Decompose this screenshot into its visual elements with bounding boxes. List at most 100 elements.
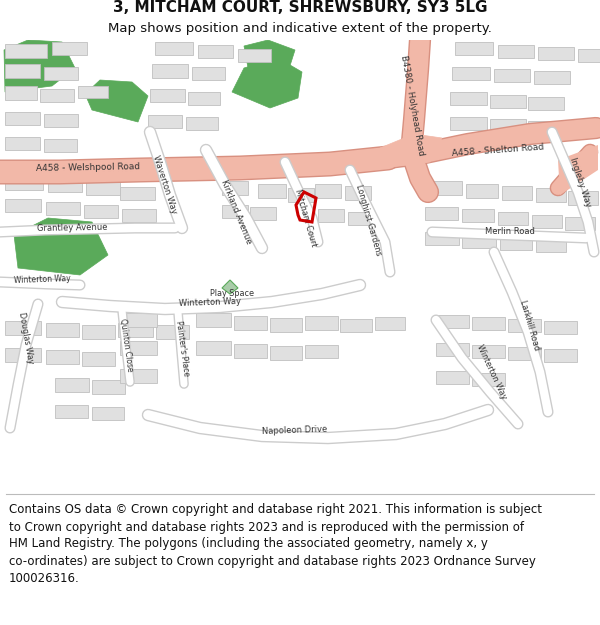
Polygon shape — [44, 139, 77, 152]
Polygon shape — [5, 199, 41, 212]
Text: Contains OS data © Crown copyright and database right 2021. This information is : Contains OS data © Crown copyright and d… — [9, 504, 542, 584]
Polygon shape — [315, 184, 341, 198]
Polygon shape — [508, 319, 541, 332]
Text: Quinton Close: Quinton Close — [118, 318, 134, 372]
Polygon shape — [472, 317, 505, 330]
Text: Painter's Place: Painter's Place — [173, 319, 190, 376]
Polygon shape — [234, 344, 267, 358]
Polygon shape — [375, 317, 405, 330]
Polygon shape — [436, 315, 469, 328]
Polygon shape — [240, 156, 268, 172]
Polygon shape — [5, 86, 37, 100]
Text: Winterton Way: Winterton Way — [475, 343, 509, 401]
Polygon shape — [502, 186, 532, 200]
Polygon shape — [222, 181, 248, 195]
Polygon shape — [498, 212, 528, 225]
Polygon shape — [14, 218, 108, 275]
Polygon shape — [92, 380, 125, 394]
Polygon shape — [436, 371, 469, 384]
Polygon shape — [565, 217, 595, 230]
Text: Winterton Way: Winterton Way — [179, 296, 241, 308]
Text: Waverton Way: Waverton Way — [151, 154, 179, 216]
Text: 3, MITCHAM COURT, SHREWSBURY, SY3 5LG: 3, MITCHAM COURT, SHREWSBURY, SY3 5LG — [113, 1, 487, 16]
Polygon shape — [452, 67, 490, 80]
Polygon shape — [490, 119, 526, 132]
Polygon shape — [222, 205, 248, 218]
Polygon shape — [380, 134, 442, 168]
Text: Mitcham Court: Mitcham Court — [293, 188, 319, 248]
Polygon shape — [44, 114, 78, 127]
Text: Play Space: Play Space — [210, 289, 254, 299]
Polygon shape — [544, 321, 577, 334]
Polygon shape — [288, 188, 314, 202]
Polygon shape — [5, 112, 40, 125]
Polygon shape — [192, 67, 225, 80]
Polygon shape — [5, 44, 47, 58]
Polygon shape — [148, 115, 182, 128]
Polygon shape — [196, 313, 231, 327]
Polygon shape — [44, 67, 78, 80]
Polygon shape — [5, 321, 41, 335]
Text: Ingleby Way: Ingleby Way — [568, 156, 592, 208]
Polygon shape — [120, 313, 157, 327]
Polygon shape — [5, 137, 40, 150]
Polygon shape — [472, 373, 505, 386]
Text: B4380 - Holyhead Road: B4380 - Holyhead Road — [399, 54, 425, 156]
Polygon shape — [466, 184, 498, 198]
Polygon shape — [305, 345, 338, 358]
Polygon shape — [85, 80, 148, 122]
Polygon shape — [544, 349, 577, 362]
Polygon shape — [528, 121, 563, 134]
Polygon shape — [528, 97, 564, 110]
Polygon shape — [348, 212, 374, 225]
Polygon shape — [196, 341, 231, 355]
Polygon shape — [305, 316, 338, 330]
Polygon shape — [118, 323, 153, 337]
Polygon shape — [156, 325, 189, 339]
Polygon shape — [82, 325, 115, 339]
Polygon shape — [578, 49, 600, 62]
Polygon shape — [186, 117, 218, 130]
Polygon shape — [46, 323, 79, 337]
Polygon shape — [78, 86, 108, 98]
Polygon shape — [55, 405, 88, 418]
Polygon shape — [270, 318, 302, 332]
Polygon shape — [258, 184, 286, 198]
Polygon shape — [272, 159, 298, 175]
Polygon shape — [55, 378, 89, 392]
Polygon shape — [270, 346, 302, 360]
Polygon shape — [318, 209, 344, 222]
Polygon shape — [345, 186, 371, 200]
Polygon shape — [86, 182, 120, 195]
Polygon shape — [490, 95, 526, 108]
Text: Longhirst Gardens: Longhirst Gardens — [353, 183, 382, 257]
Polygon shape — [52, 42, 87, 55]
Polygon shape — [232, 58, 302, 108]
Polygon shape — [4, 40, 75, 92]
Polygon shape — [568, 191, 598, 205]
Polygon shape — [494, 69, 530, 82]
Polygon shape — [462, 209, 494, 222]
Polygon shape — [120, 341, 157, 355]
Polygon shape — [188, 92, 220, 105]
Polygon shape — [82, 352, 115, 366]
Text: Napoleon Drive: Napoleon Drive — [262, 424, 328, 436]
Polygon shape — [5, 177, 43, 190]
Polygon shape — [340, 319, 372, 332]
Polygon shape — [152, 64, 188, 78]
Polygon shape — [436, 343, 469, 356]
Polygon shape — [500, 237, 532, 250]
Text: Douglas Way: Douglas Way — [17, 311, 35, 364]
Polygon shape — [536, 188, 566, 202]
Polygon shape — [222, 280, 238, 294]
Polygon shape — [534, 71, 570, 84]
Polygon shape — [238, 49, 271, 62]
Polygon shape — [122, 209, 156, 222]
Polygon shape — [250, 207, 276, 220]
Polygon shape — [538, 47, 574, 60]
Polygon shape — [40, 89, 74, 102]
Polygon shape — [425, 207, 458, 220]
Text: A458 - Welshpool Road: A458 - Welshpool Road — [36, 162, 140, 173]
Text: A458 - Shelton Road: A458 - Shelton Road — [452, 142, 544, 158]
Polygon shape — [150, 89, 185, 102]
